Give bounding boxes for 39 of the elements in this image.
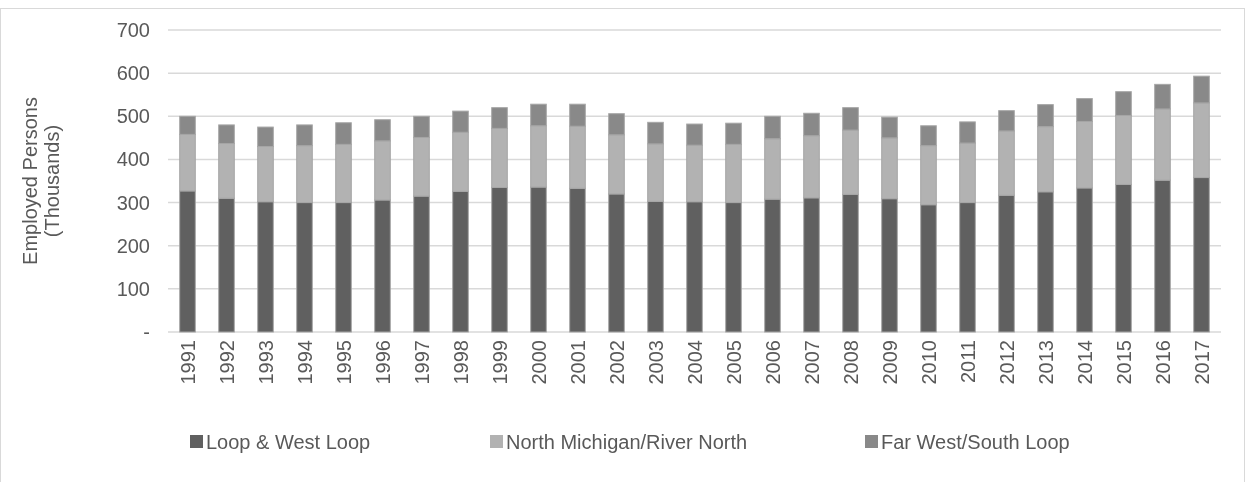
- x-tick-label: 1992: [215, 340, 238, 385]
- legend-label: North Michigan/River North: [506, 431, 748, 453]
- x-tick-label: 1994: [293, 340, 316, 385]
- x-tick-label: 2013: [1034, 340, 1057, 385]
- x-tick-label: 2014: [1073, 340, 1096, 385]
- legend-label: Far West/South Loop: [881, 431, 1070, 453]
- x-tick-label: 1999: [488, 340, 511, 385]
- y-tick-label: 400: [116, 148, 150, 171]
- x-tick-label: 2005: [722, 340, 745, 385]
- x-tick-label: 2007: [800, 340, 823, 385]
- x-tick-label: 2001: [566, 340, 589, 385]
- x-tick-label: 1998: [449, 340, 472, 385]
- x-tick-label: 2009: [878, 340, 901, 385]
- x-tick-label: 2016: [1151, 340, 1174, 385]
- x-tick-label: 2000: [527, 340, 550, 385]
- y-tick-label: 200: [116, 234, 150, 257]
- x-tick-label: 2012: [995, 340, 1018, 385]
- x-tick-label: 1993: [254, 340, 277, 385]
- x-tick-label: 1997: [410, 340, 433, 385]
- y-tick-label: 300: [116, 191, 150, 214]
- y-tick-label: 500: [116, 105, 150, 128]
- y-axis-title: Employed Persons (Thousands): [19, 97, 63, 265]
- x-tick-label: 2004: [683, 340, 706, 385]
- x-tick-label: 1996: [371, 340, 394, 385]
- x-tick-label: 2008: [839, 340, 862, 385]
- x-tick-label: 2011: [956, 340, 979, 384]
- x-tick-label: 2015: [1112, 340, 1135, 385]
- x-tick-label: 1991: [176, 340, 199, 385]
- y-tick-label: 100: [116, 277, 150, 300]
- x-tick-label: 2006: [761, 340, 784, 385]
- x-tick-label: 2010: [917, 340, 940, 385]
- y-tick-label: -: [143, 321, 150, 343]
- x-tick-label: 1995: [332, 340, 355, 385]
- y-tick-label: 700: [116, 19, 150, 41]
- x-tick-label: 2003: [644, 340, 667, 385]
- x-tick-label: 2017: [1190, 340, 1213, 385]
- y-tick-label: 600: [116, 62, 150, 85]
- legend-label: Loop & West Loop: [206, 431, 371, 453]
- x-tick-label: 2002: [605, 340, 628, 385]
